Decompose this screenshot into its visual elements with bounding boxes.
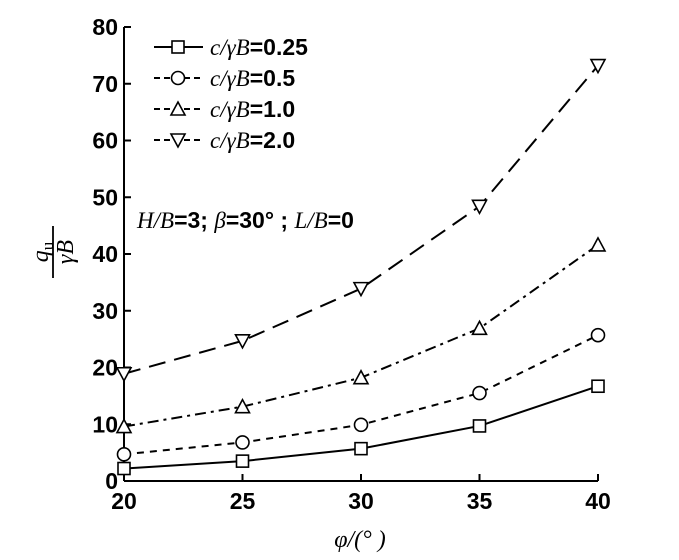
data-point [589, 58, 607, 75]
legend-marker [169, 100, 187, 116]
axes: 0 10 20 30 40 50 60 70 80 20 25 30 35 40 [92, 14, 610, 514]
data-point [354, 441, 368, 456]
series-line [123, 64, 599, 375]
x-tick-label: 40 [585, 488, 611, 514]
data-point [234, 334, 251, 350]
data-point [472, 419, 487, 433]
legend-entry-4: c/γB=2.0 [154, 127, 295, 153]
legend-entry-1: c/γB=0.25 [154, 34, 308, 60]
legend-entry-3: c/γB=1.0 [154, 96, 295, 122]
data-point [353, 417, 369, 433]
data-point [589, 236, 607, 252]
series-line [123, 334, 599, 456]
x-axis-label: φ/(° ) [334, 527, 386, 553]
y-tick-label: 10 [92, 411, 118, 437]
legend-label: c/γB=2.0 [210, 127, 295, 153]
y-tick-label: 50 [92, 184, 118, 210]
x-tick-label: 30 [348, 488, 374, 514]
series-line [123, 244, 599, 428]
y-tick-label: 40 [92, 241, 118, 267]
legend-label: c/γB=0.5 [210, 65, 295, 91]
series-4 [115, 58, 607, 383]
data-point [471, 199, 488, 216]
y-axis-label: qu γB [28, 226, 79, 278]
data-point [471, 319, 488, 336]
series-3 [115, 236, 607, 434]
data-point [117, 461, 131, 476]
series-layer [115, 58, 607, 476]
annotation-text: H/B=3; β=30° ; L/B=0 [136, 207, 354, 233]
data-point [115, 366, 133, 383]
data-point [352, 281, 370, 298]
series-1 [117, 379, 605, 476]
legend: c/γB=0.25 c/γB=0.5 c/γB=1.0 c/γB=2.0 [154, 34, 308, 153]
x-tick-label: 20 [111, 488, 137, 514]
legend-marker [170, 70, 186, 86]
x-tick-label: 25 [230, 488, 256, 514]
data-point [234, 397, 251, 414]
y-tick-label: 20 [92, 355, 118, 381]
y-tick-label: 0 [105, 468, 118, 494]
legend-entry-2: c/γB=0.5 [154, 65, 295, 91]
data-point [235, 454, 250, 468]
y-axis-label-numerator: qu [28, 241, 57, 262]
y-axis-label-denominator: γB [53, 240, 79, 264]
series-2 [116, 327, 606, 462]
data-point [115, 417, 133, 434]
data-point [352, 369, 370, 385]
legend-label: c/γB=0.25 [210, 34, 308, 60]
data-point [591, 379, 605, 394]
data-point [472, 385, 487, 401]
y-tick-label: 60 [92, 128, 118, 154]
y-tick-label: 80 [92, 14, 118, 40]
x-tick-label: 35 [467, 488, 493, 514]
y-tick-label: 70 [92, 71, 118, 97]
data-point [590, 327, 606, 343]
data-point [235, 435, 250, 450]
y-tick-label: 30 [92, 298, 118, 324]
legend-marker [171, 40, 185, 54]
legend-marker [169, 133, 187, 149]
legend-label: c/γB=1.0 [210, 96, 295, 122]
data-point [116, 447, 132, 462]
